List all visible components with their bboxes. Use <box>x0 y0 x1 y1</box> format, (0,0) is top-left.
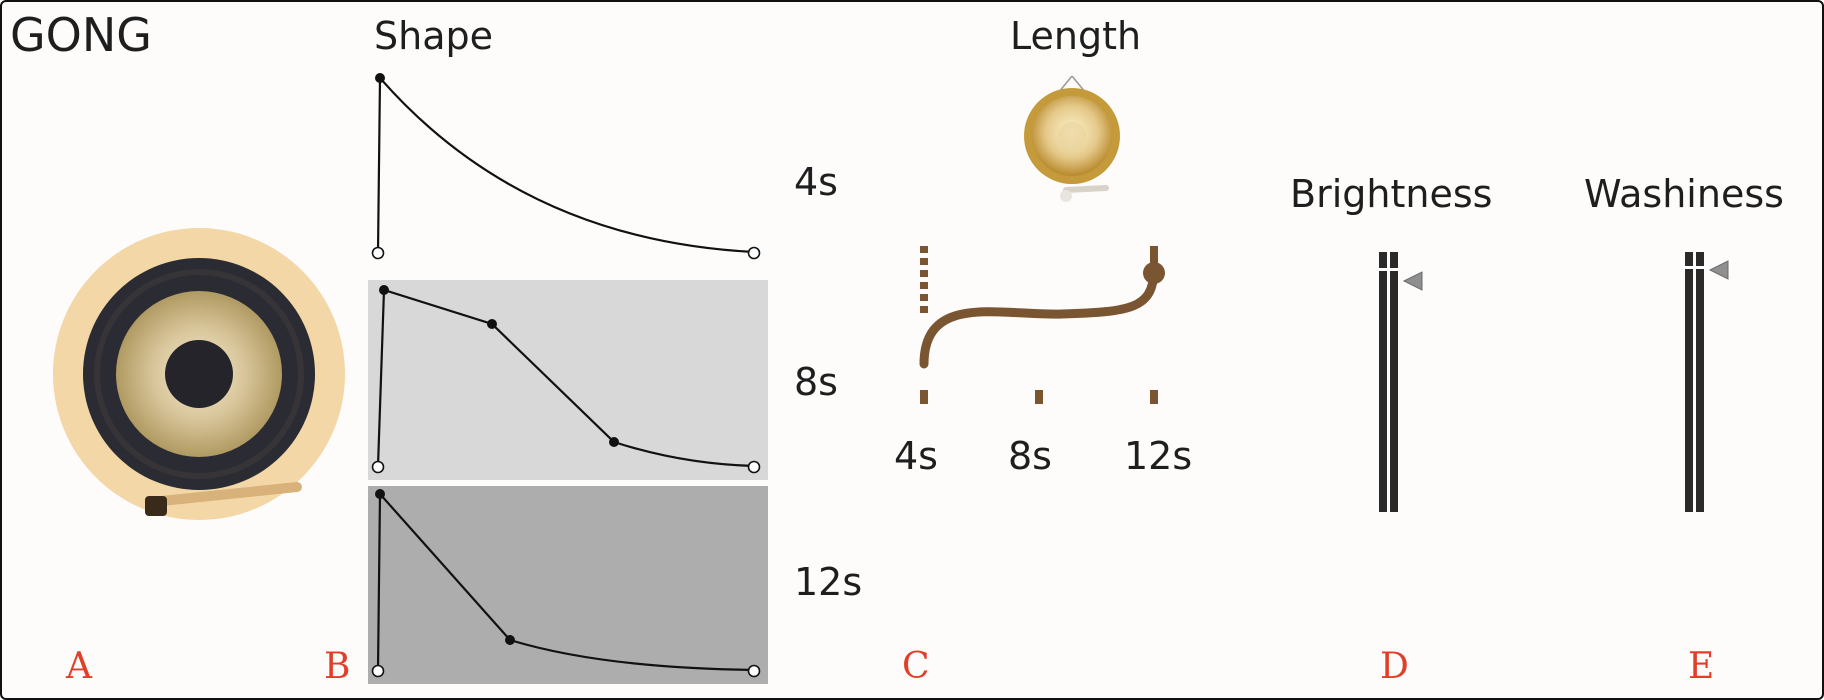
length-handle[interactable] <box>1143 262 1165 284</box>
envelope-option-12s[interactable] <box>368 486 768 684</box>
envelope-option-8s[interactable] <box>368 280 768 480</box>
duration-label-12s: 12s <box>794 560 863 604</box>
envelope-curve-8s <box>371 285 761 474</box>
brightness-slider[interactable] <box>1378 252 1423 512</box>
brightness-handle[interactable] <box>1402 271 1423 291</box>
envelope-curve-4s <box>371 73 761 260</box>
duration-label-4s: 4s <box>794 160 838 204</box>
length-header: Length <box>1010 14 1142 58</box>
washiness-header: Washiness <box>1584 172 1784 216</box>
length-tick-4s <box>920 390 928 404</box>
envelope-curve-12s <box>371 489 761 678</box>
washiness-slider[interactable] <box>1684 252 1729 512</box>
instrument-title: GONG <box>10 8 152 62</box>
length-tick-label-8s: 8s <box>1008 434 1052 478</box>
section-letter-a: A <box>66 646 92 687</box>
hanging-gong-icon <box>1024 75 1120 202</box>
length-tick-label-12s: 12s <box>1124 434 1193 478</box>
brightness-header: Brightness <box>1290 172 1493 216</box>
section-letter-c: C <box>902 646 930 687</box>
length-min-marker <box>920 246 928 313</box>
section-letter-b: B <box>324 646 351 687</box>
section-letter-d: D <box>1380 646 1409 687</box>
length-tick-8s <box>1035 390 1043 404</box>
washiness-handle[interactable] <box>1708 260 1729 280</box>
duration-label-8s: 8s <box>794 360 838 404</box>
shape-header: Shape <box>374 14 493 58</box>
length-tick-label-4s: 4s <box>894 434 938 478</box>
length-slider[interactable] <box>919 246 1165 404</box>
section-letter-e: E <box>1688 646 1715 687</box>
length-tick-12s <box>1150 390 1158 404</box>
large-gong-icon <box>53 228 345 520</box>
